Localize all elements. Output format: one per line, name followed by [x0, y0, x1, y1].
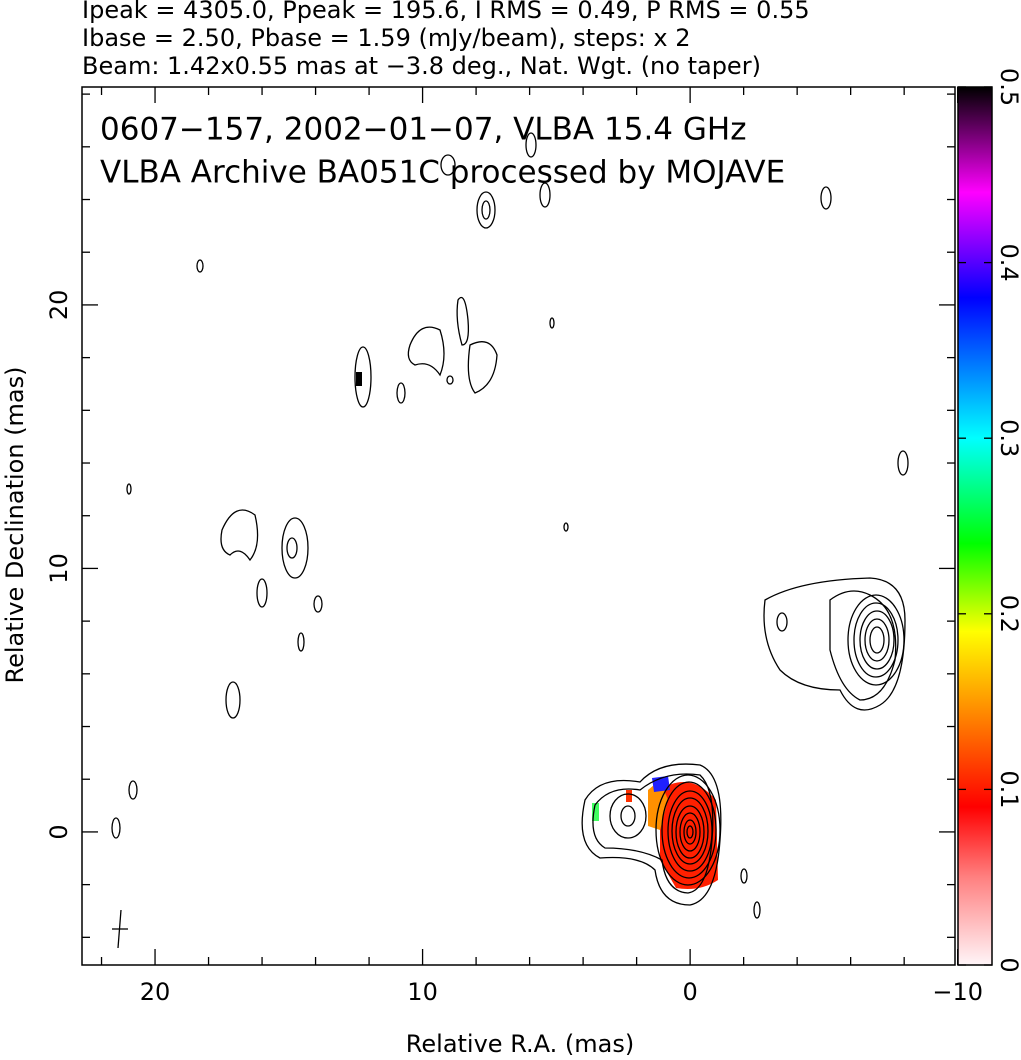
colorbar-tick-label: 0.2 — [995, 595, 1021, 633]
colorbar-tick-label: 0.3 — [995, 419, 1021, 457]
x-tick-label: 20 — [140, 978, 171, 1006]
colorbar-tick-label: 0.1 — [995, 770, 1021, 808]
y-axis-label: Relative Declination (mas) — [1, 366, 29, 683]
x-tick-label: 0 — [682, 978, 697, 1006]
title-line: Ipeak = 4305.0, Ppeak = 195.6, I RMS = 0… — [82, 0, 810, 24]
annotation: VLBA Archive BA051C processed by MOJAVE — [100, 155, 785, 191]
x-tick-label: −10 — [932, 978, 983, 1006]
x-tick-label: 10 — [407, 978, 438, 1006]
plot-frame — [81, 86, 956, 966]
y-tick-label: 0 — [45, 824, 73, 839]
colorbar — [957, 86, 993, 966]
colorbar-tick-label: 0.4 — [995, 244, 1021, 282]
y-tick-label: 10 — [45, 553, 73, 584]
annotation: 0607−157, 2002−01−07, VLBA 15.4 GHz — [100, 112, 746, 148]
colorbar-tick-label: 0.5 — [995, 68, 1021, 106]
y-tick-label: 20 — [45, 290, 73, 321]
x-axis-label: Relative R.A. (mas) — [406, 1030, 634, 1058]
title-line: Ibase = 2.50, Pbase = 1.59 (mJy/beam), s… — [82, 24, 691, 52]
title-line: Beam: 1.42x0.55 mas at −3.8 deg., Nat. W… — [82, 52, 761, 80]
contours — [111, 132, 909, 949]
colorbar-tick-label: 0 — [995, 957, 1021, 972]
